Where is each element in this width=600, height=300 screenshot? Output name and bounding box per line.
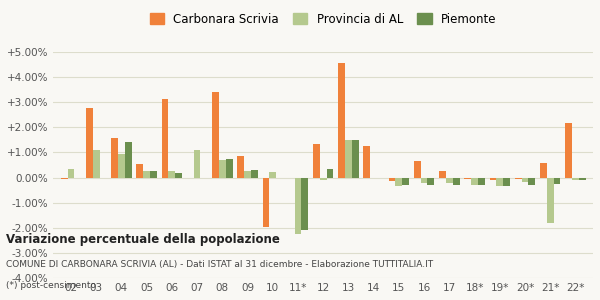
Bar — [313, 144, 320, 178]
Text: (*) post-censimento: (*) post-censimento — [6, 281, 96, 290]
Text: Variazione percentuale della popolazione: Variazione percentuale della popolazione — [6, 233, 280, 246]
Legend: Carbonara Scrivia, Provincia di AL, Piemonte: Carbonara Scrivia, Provincia di AL, Piem… — [145, 8, 501, 30]
Bar — [579, 178, 586, 180]
Bar — [150, 171, 157, 178]
Bar — [263, 178, 269, 226]
Bar — [161, 99, 169, 178]
Bar — [521, 178, 529, 182]
Bar — [464, 178, 471, 179]
Bar — [143, 171, 150, 178]
Bar — [237, 156, 244, 178]
Bar — [111, 138, 118, 178]
Bar — [68, 169, 74, 178]
Bar — [295, 178, 301, 234]
Bar — [136, 164, 143, 178]
Bar — [478, 178, 485, 185]
Bar — [251, 170, 258, 178]
Bar — [320, 178, 326, 180]
Bar — [364, 146, 370, 178]
Bar — [125, 142, 131, 178]
Bar — [226, 159, 233, 178]
Bar — [540, 163, 547, 178]
Bar — [471, 178, 478, 185]
Bar — [452, 178, 460, 184]
Bar — [503, 178, 510, 186]
Bar — [93, 150, 100, 178]
Bar — [244, 171, 251, 178]
Bar — [212, 92, 219, 178]
Bar — [169, 171, 175, 178]
Bar — [389, 178, 395, 182]
Bar — [421, 178, 427, 183]
Bar — [219, 160, 226, 178]
Bar — [118, 154, 125, 178]
Bar — [496, 178, 503, 186]
Bar — [439, 171, 446, 178]
Bar — [572, 178, 579, 180]
Bar — [446, 178, 452, 183]
Bar — [326, 169, 334, 178]
Bar — [86, 108, 93, 178]
Bar — [269, 172, 276, 178]
Text: COMUNE DI CARBONARA SCRIVIA (AL) - Dati ISTAT al 31 dicembre - Elaborazione TUTT: COMUNE DI CARBONARA SCRIVIA (AL) - Dati … — [6, 260, 433, 269]
Bar — [175, 172, 182, 178]
Bar — [345, 140, 352, 178]
Bar — [301, 178, 308, 230]
Bar — [547, 178, 554, 224]
Bar — [529, 178, 535, 185]
Bar — [61, 178, 68, 179]
Bar — [427, 178, 434, 184]
Bar — [352, 140, 359, 178]
Bar — [194, 150, 200, 178]
Bar — [554, 178, 560, 184]
Bar — [402, 178, 409, 184]
Bar — [515, 178, 521, 179]
Bar — [490, 178, 496, 180]
Bar — [414, 161, 421, 178]
Bar — [565, 123, 572, 178]
Bar — [395, 178, 402, 186]
Bar — [338, 63, 345, 178]
